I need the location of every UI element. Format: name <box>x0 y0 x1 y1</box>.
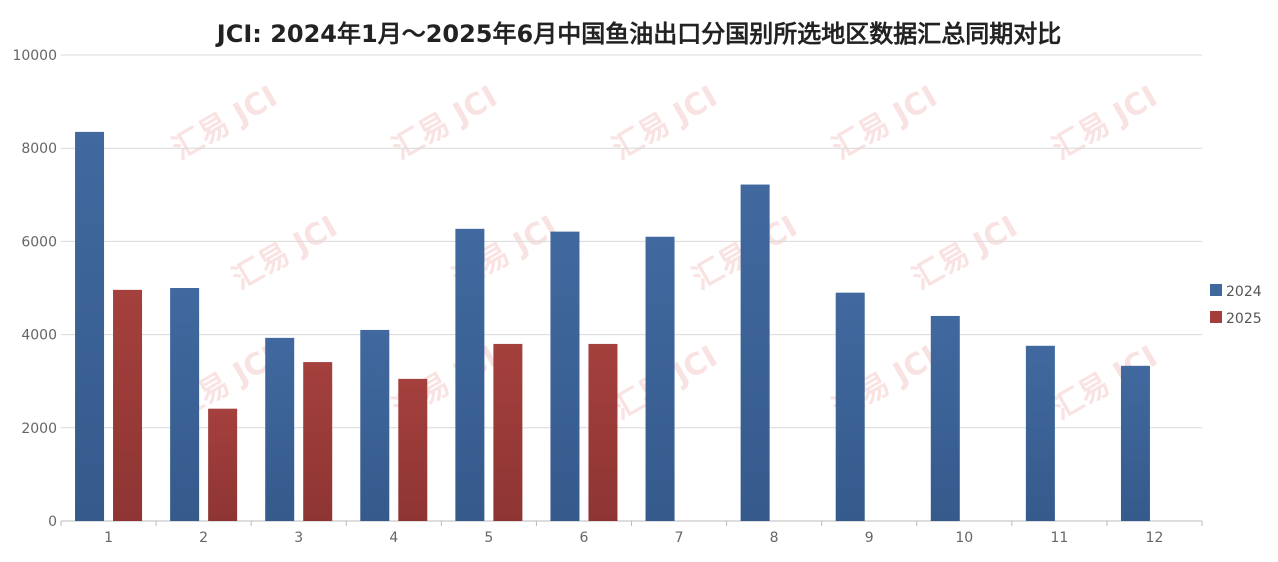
legend-swatch-2024 <box>1210 284 1222 296</box>
watermark-text: 汇易 JCI <box>1047 79 1164 167</box>
watermark: 汇易 JCI <box>227 209 344 297</box>
x-tick-label: 12 <box>1146 530 1164 546</box>
x-tick-label: 2 <box>199 530 208 546</box>
watermark: 汇易 JCI <box>827 79 944 167</box>
watermark-text: 汇易 JCI <box>907 209 1024 297</box>
bar-2024-8 <box>740 184 770 521</box>
legend-label-2025: 2025 <box>1226 311 1262 327</box>
watermark-text: 汇易 JCI <box>827 79 944 167</box>
watermark-text: 汇易 JCI <box>387 79 504 167</box>
watermark: 汇易 JCI <box>907 209 1024 297</box>
watermark: 汇易 JCI <box>167 79 284 167</box>
x-tick-label: 6 <box>579 530 588 546</box>
y-tick-label: 6000 <box>21 234 57 250</box>
y-tick-label: 10000 <box>12 48 57 64</box>
watermark-text: 汇易 JCI <box>227 209 344 297</box>
y-axis: 0 2000 4000 6000 8000 10000 <box>12 48 57 530</box>
legend-swatch-2025 <box>1210 311 1222 323</box>
bar-2025-5 <box>493 343 523 521</box>
bar-2025-3 <box>303 362 333 521</box>
x-tick-label: 5 <box>484 530 493 546</box>
watermark: 汇易 JCI <box>1047 79 1164 167</box>
x-tick-label: 7 <box>675 530 684 546</box>
bar-2025-4 <box>398 378 428 521</box>
watermark: 汇易 JCI <box>607 79 724 167</box>
y-tick-label: 4000 <box>21 328 57 344</box>
y-tick-label: 0 <box>48 514 57 530</box>
y-tick-label: 2000 <box>21 421 57 437</box>
x-tick-label: 10 <box>955 530 973 546</box>
bar-2025-1 <box>113 289 143 521</box>
bar-2024-4 <box>360 329 390 521</box>
bar-2024-6 <box>550 231 580 521</box>
watermark: 汇易 JCI <box>387 79 504 167</box>
bar-2024-5 <box>455 228 485 521</box>
x-tick-label: 3 <box>294 530 303 546</box>
bar-2024-10 <box>930 315 960 521</box>
bar-2024-9 <box>835 292 865 521</box>
x-tick-label: 1 <box>104 530 113 546</box>
x-tick-label: 11 <box>1050 530 1068 546</box>
watermark-text: 汇易 JCI <box>167 79 284 167</box>
y-tick-label: 8000 <box>21 141 57 157</box>
bar-2024-2 <box>170 288 200 521</box>
x-axis: 1 2 3 4 5 6 7 8 9 10 11 12 <box>60 521 1203 546</box>
bar-2025-2 <box>208 408 238 521</box>
legend-label-2024: 2024 <box>1226 284 1262 300</box>
x-tick-label: 8 <box>770 530 779 546</box>
chart-title: JCI: 2024年1月～2025年6月中国鱼油出口分国别所选地区数据汇总同期对… <box>216 20 1062 48</box>
watermark-text: 汇易 JCI <box>607 79 724 167</box>
bar-2024-12 <box>1120 365 1150 521</box>
bar-2024-11 <box>1025 345 1055 521</box>
x-tick-label: 4 <box>389 530 398 546</box>
bar-2025-6 <box>588 343 618 521</box>
legend: 2024 2025 <box>1210 284 1262 327</box>
bars <box>75 131 1150 522</box>
x-tick-label: 9 <box>865 530 874 546</box>
bar-2024-1 <box>75 131 105 521</box>
bar-2024-3 <box>265 337 295 521</box>
bar-2024-7 <box>645 236 675 522</box>
